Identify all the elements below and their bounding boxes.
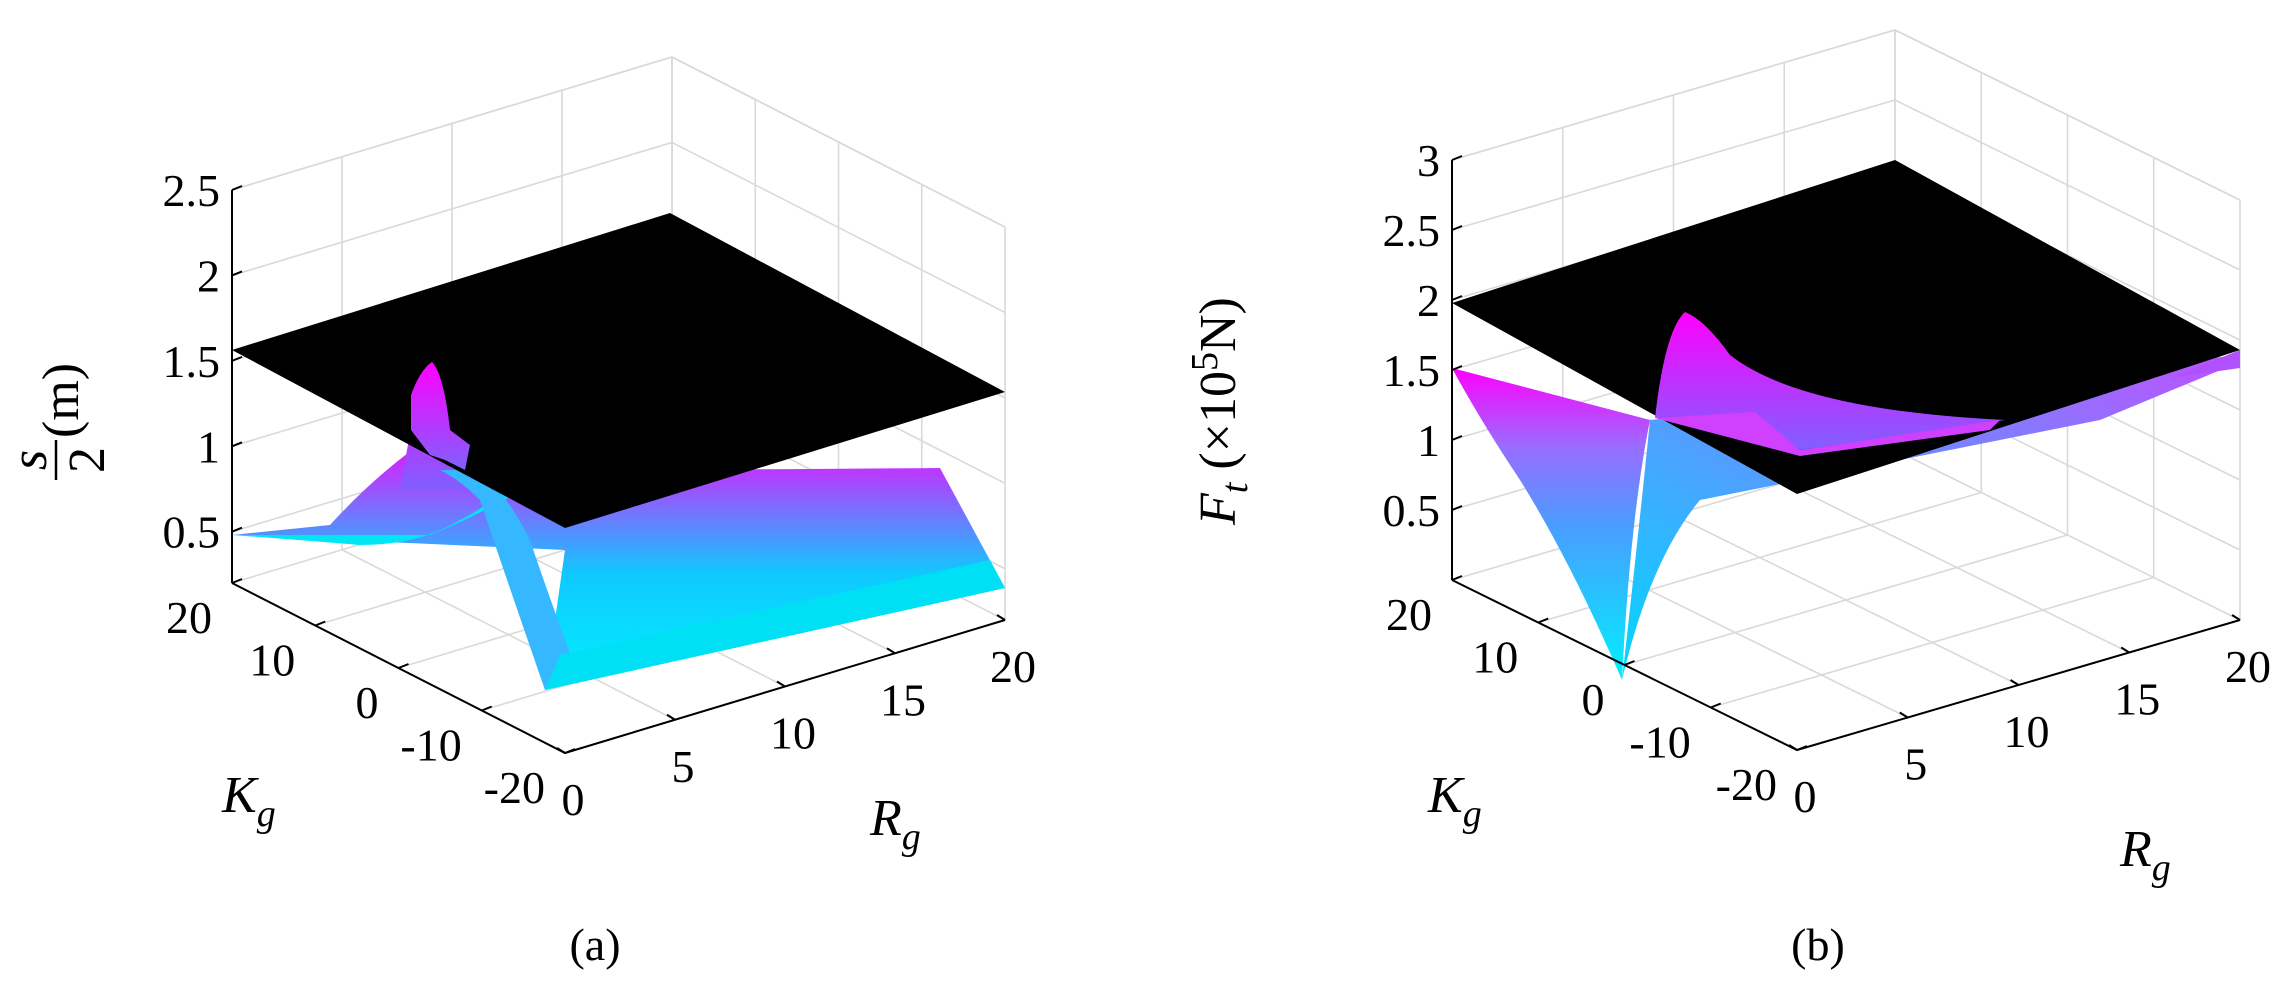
y-tick <box>1624 660 1635 666</box>
x-tick-label: 0 <box>1794 771 1817 822</box>
y-tick <box>398 663 409 669</box>
x-tick-label: 20 <box>990 641 1036 692</box>
y-tick <box>1796 745 1808 751</box>
panel-a <box>231 56 1006 755</box>
caption-a: (a) <box>569 919 620 970</box>
z-tick <box>231 526 243 533</box>
ticks-a: 0.5 1 1.5 2 2.5 20 10 0 -10 -20 0 5 10 15 20 <box>163 165 1037 825</box>
top-edge <box>1451 29 2241 201</box>
floor-gridline <box>1894 449 2241 621</box>
z-tick-label: 1 <box>197 421 220 472</box>
y-tick-label: 10 <box>1472 632 1518 683</box>
y-tick-label: -10 <box>1629 717 1690 768</box>
ylabel-b: Kg <box>1427 767 1482 835</box>
z-gridline <box>1451 99 2241 271</box>
y-tick-label: 0 <box>356 677 379 728</box>
y-tick-label: 0 <box>1582 674 1605 725</box>
top-edge <box>231 56 1006 228</box>
surface-b-left <box>1452 368 1650 680</box>
x-tick-label: 10 <box>2004 706 2050 757</box>
z-tick <box>1451 365 1463 371</box>
zlabel-a: s 2 (m) <box>1 363 116 480</box>
x-tick <box>1788 744 1798 751</box>
z-tick <box>231 270 243 277</box>
x-tick <box>1899 711 1909 719</box>
ylabel-a: Kg <box>221 767 276 835</box>
z-tick-label: 1.5 <box>1383 345 1441 396</box>
z-gridline <box>231 141 1006 314</box>
z-tick <box>1451 155 1463 161</box>
y-tick-label: 10 <box>249 635 295 686</box>
z-tick-label: 2 <box>197 250 220 301</box>
x-tick-label: 15 <box>2114 674 2160 725</box>
y-tick-label: -10 <box>400 720 461 771</box>
x-tick-label: 10 <box>770 708 816 759</box>
z-tick-label: 2 <box>1417 275 1440 326</box>
floor-gridline <box>341 549 676 721</box>
z-tick-label: 2.5 <box>163 165 221 216</box>
plane-b <box>1452 160 2240 494</box>
x-tick <box>2231 614 2241 621</box>
surface-b-ridge <box>1655 312 2005 450</box>
zlabel-a-denominator: 2 <box>59 447 116 473</box>
floor-gridline <box>1783 481 2130 654</box>
z-tick-label: 0.5 <box>1383 485 1441 536</box>
y-tick <box>481 705 493 712</box>
x-tick-label: 15 <box>880 674 926 725</box>
x-tick <box>996 614 1006 621</box>
xlabel-b: Rg <box>2119 821 2171 889</box>
plane-a <box>232 213 1005 528</box>
x-tick <box>776 680 786 688</box>
y-tick <box>564 748 576 754</box>
z-tick-label: 2.5 <box>1383 205 1441 256</box>
zlabel-a-unit: (m) <box>33 363 90 438</box>
xlabel-a: Rg <box>869 790 921 858</box>
zlabel-a-numerator: s <box>1 450 58 470</box>
x-tick <box>666 713 676 721</box>
ticks-b: 0.5 1 1.5 2 2.5 3 20 10 0 -10 -20 0 5 10 15 20 <box>1383 135 2272 822</box>
y-tick-label: -20 <box>1716 759 1777 810</box>
y-tick-label: -20 <box>484 762 545 813</box>
surface-a <box>232 362 1005 690</box>
z-tick <box>231 355 243 362</box>
z-tick <box>231 185 243 191</box>
z-tick <box>231 441 243 448</box>
y-tick <box>1537 617 1549 624</box>
y-tick <box>231 578 243 584</box>
z-tick-label: 1 <box>1417 415 1440 466</box>
y-tick <box>314 620 326 627</box>
z-tick-label: 3 <box>1417 135 1440 186</box>
x-tick <box>886 647 896 655</box>
x-tick <box>2009 679 2020 686</box>
x-tick-label: 5 <box>672 741 695 792</box>
z-tick <box>1451 225 1463 231</box>
y-tick-label: 20 <box>1386 589 1432 640</box>
x-tick-label: 5 <box>1904 739 1927 790</box>
y-tick-label: 20 <box>166 592 212 643</box>
x-tick-label: 20 <box>2225 641 2271 692</box>
z-tick-label: 1.5 <box>163 336 221 387</box>
y-tick <box>1710 702 1722 709</box>
y-tick <box>1451 575 1463 581</box>
z-tick <box>1451 295 1463 301</box>
z-tick <box>1451 505 1463 511</box>
zlabel-b: Ft (×105N) <box>1184 297 1256 526</box>
caption-b: (b) <box>1791 919 1845 970</box>
panel-b <box>1451 29 2241 752</box>
x-tick <box>556 747 566 754</box>
x-tick <box>2120 646 2130 654</box>
z-tick-label: 0.5 <box>163 507 221 558</box>
x-tick-label: 0 <box>562 774 585 825</box>
z-tick <box>1451 435 1463 441</box>
floor-gridline <box>1673 514 2019 686</box>
z-gridline <box>231 56 1006 228</box>
